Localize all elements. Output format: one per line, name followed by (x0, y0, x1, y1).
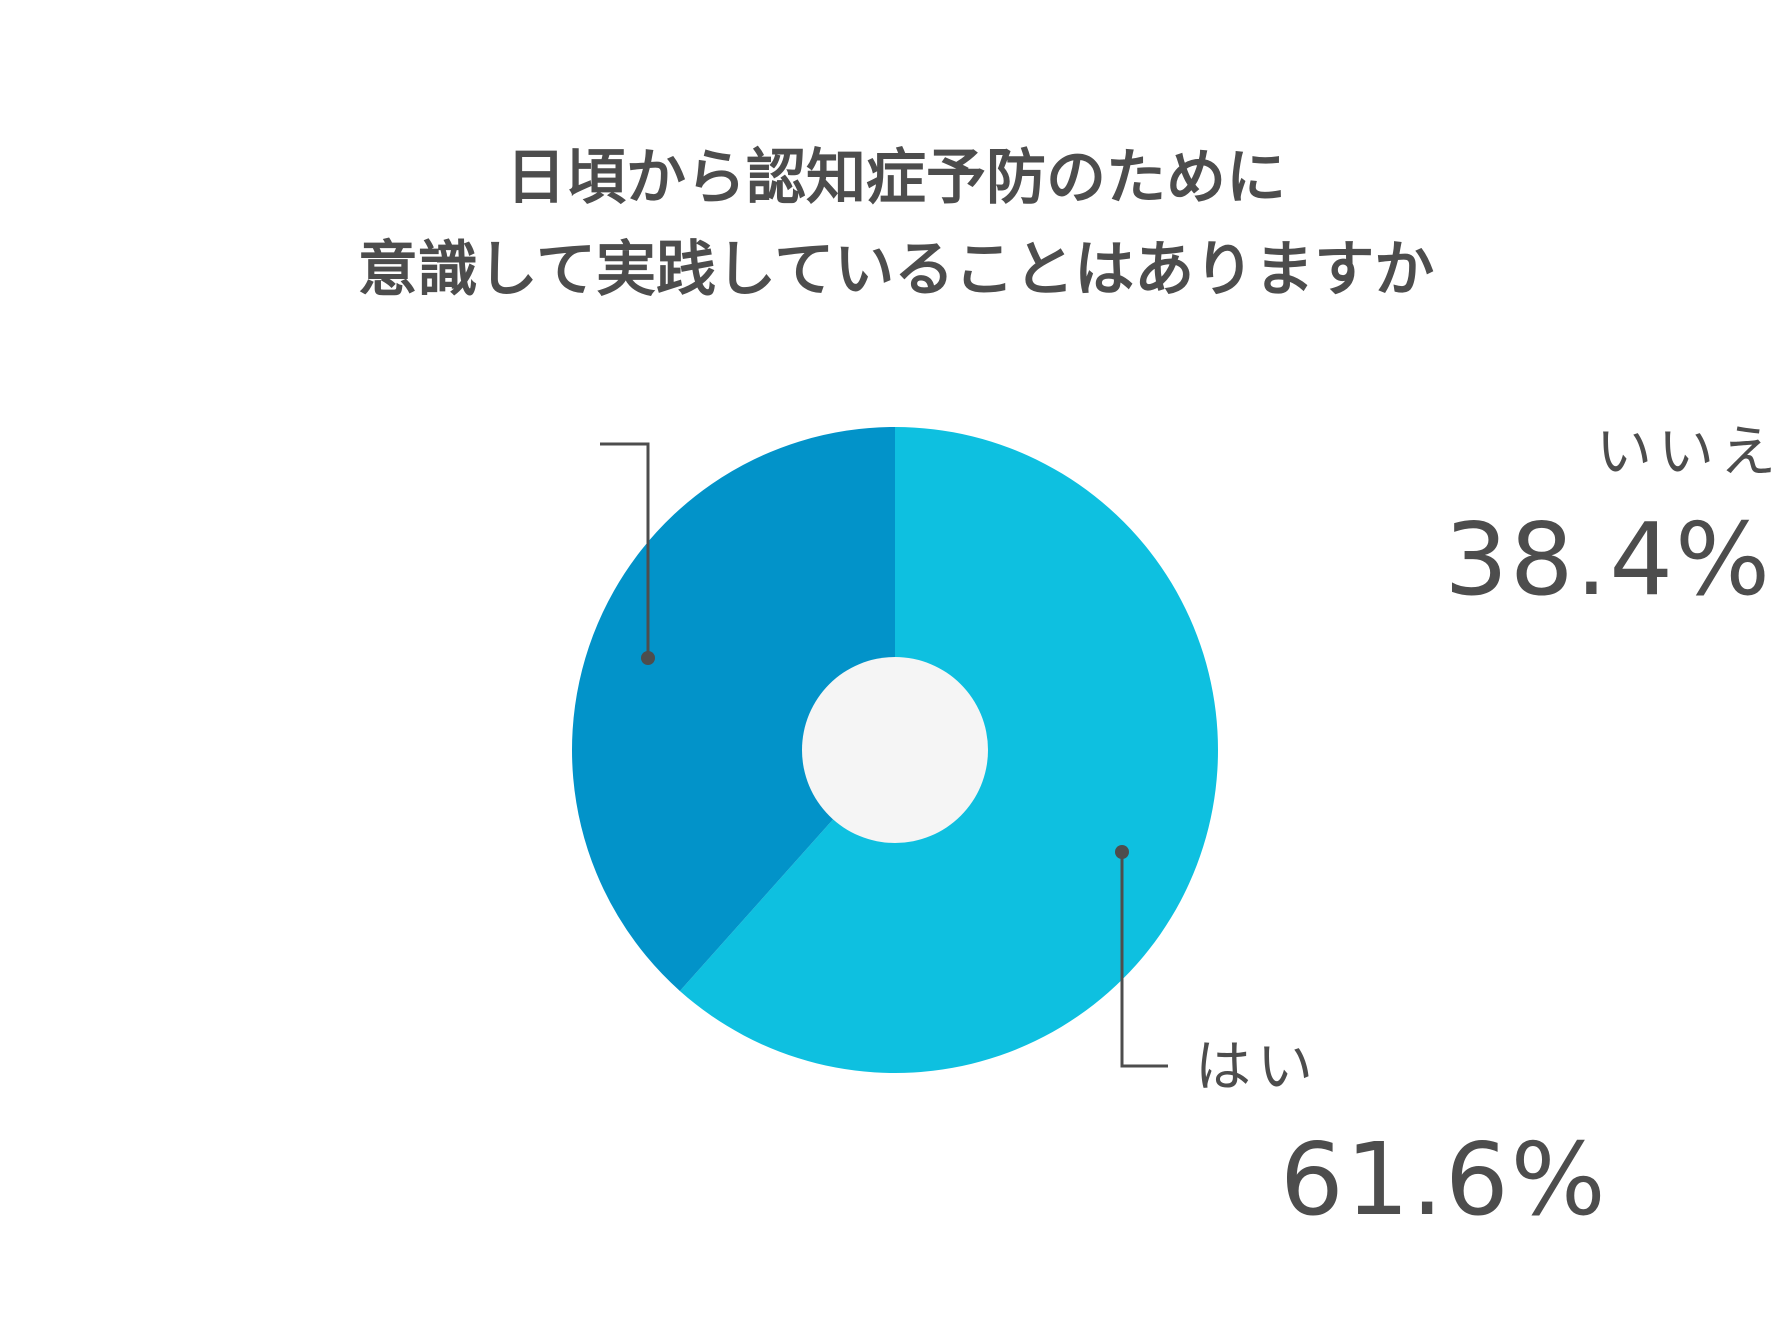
chart-title-line-1: 日頃から認知症予防のために (506, 143, 1286, 213)
chart-title-line-2: 意識して実践していることはありますか (357, 235, 1435, 305)
donut-center (802, 657, 988, 843)
leader-line-yes-dot (1115, 845, 1129, 859)
pie-slice-no (572, 427, 895, 991)
slice-name-no: いいえ (1596, 420, 1782, 485)
slice-value-no: 38.4% (1444, 501, 1772, 618)
slice-name-yes: はい (1195, 1035, 1319, 1100)
leader-line-no (600, 442, 650, 658)
leader-line-yes (1120, 852, 1168, 1068)
slice-value-yes: 61.6% (1280, 1121, 1608, 1238)
leader-line-no-dot (641, 651, 655, 665)
